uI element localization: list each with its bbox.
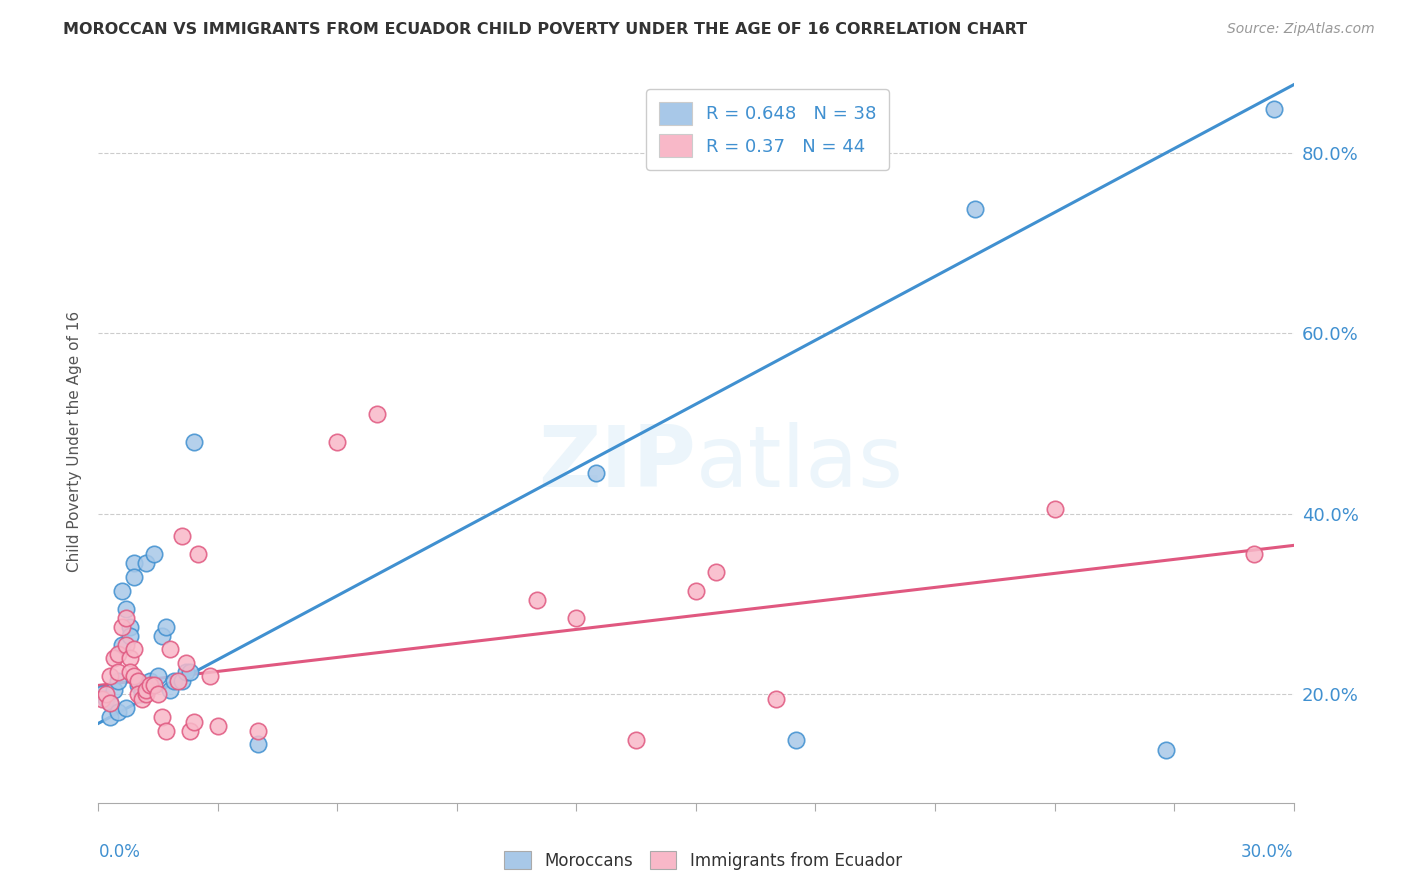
Point (120, 665, 142, 679)
Point (127, 673, 149, 688)
Point (585, 466, 607, 480)
Point (124, 669, 146, 683)
Point (1043, 502, 1066, 516)
Point (179, 723, 201, 738)
Point (198, 669, 221, 683)
Point (98, 669, 122, 683)
Point (103, 682, 125, 697)
Point (963, 202, 986, 216)
Point (115, 610, 138, 624)
Point (131, 687, 153, 701)
Point (174, 656, 197, 670)
Point (139, 673, 162, 688)
Point (124, 570, 146, 584)
Point (143, 548, 166, 562)
Point (103, 651, 125, 665)
Point (115, 601, 138, 615)
Point (115, 638, 138, 652)
Point (150, 710, 173, 724)
Point (124, 557, 146, 571)
Point (155, 620, 177, 634)
Point (96, 687, 118, 701)
Text: atlas: atlas (696, 422, 904, 505)
Point (111, 638, 134, 652)
Point (183, 714, 205, 729)
Point (626, 732, 648, 747)
Point (172, 529, 194, 543)
Point (565, 610, 588, 624)
Text: 0.0%: 0.0% (98, 843, 141, 861)
Point (96, 692, 118, 706)
Point (131, 682, 153, 697)
Point (135, 687, 157, 701)
Point (107, 706, 129, 720)
Point (765, 692, 787, 706)
Point (111, 620, 134, 634)
Point (148, 669, 170, 683)
Point (167, 673, 190, 688)
Point (159, 642, 181, 657)
Point (111, 583, 134, 598)
Point (98, 710, 122, 724)
Point (155, 723, 177, 738)
Point (127, 678, 149, 692)
Point (326, 434, 349, 449)
Y-axis label: Child Poverty Under the Age of 16: Child Poverty Under the Age of 16 (67, 311, 83, 572)
Point (135, 682, 157, 697)
Point (135, 557, 157, 571)
Point (135, 682, 157, 697)
Point (526, 592, 548, 607)
Point (163, 673, 186, 688)
Point (1243, 548, 1265, 562)
Point (246, 737, 269, 751)
Point (150, 629, 173, 643)
Point (131, 692, 153, 706)
Text: Source: ZipAtlas.com: Source: ZipAtlas.com (1227, 22, 1375, 37)
Point (187, 548, 209, 562)
Point (107, 665, 129, 679)
Point (124, 642, 146, 657)
Point (120, 629, 142, 643)
Point (107, 673, 129, 688)
Point (127, 687, 149, 701)
Point (246, 723, 269, 738)
Point (148, 687, 170, 701)
Point (91, 692, 114, 706)
Point (127, 673, 149, 688)
Point (704, 566, 727, 580)
Point (120, 651, 142, 665)
Point (183, 434, 205, 449)
Point (98, 697, 122, 711)
Point (143, 678, 166, 692)
Point (1263, 102, 1285, 116)
Text: MOROCCAN VS IMMIGRANTS FROM ECUADOR CHILD POVERTY UNDER THE AGE OF 16 CORRELATIO: MOROCCAN VS IMMIGRANTS FROM ECUADOR CHIL… (63, 22, 1028, 37)
Point (98, 697, 122, 711)
Point (159, 682, 181, 697)
Point (120, 620, 142, 634)
Point (115, 701, 138, 715)
Point (174, 665, 197, 679)
Point (172, 673, 194, 688)
Point (91, 687, 114, 701)
Legend: Moroccans, Immigrants from Ecuador: Moroccans, Immigrants from Ecuador (498, 845, 908, 877)
Point (179, 665, 201, 679)
Point (139, 678, 162, 692)
Point (785, 732, 807, 747)
Point (685, 583, 707, 598)
Point (107, 647, 129, 661)
Point (366, 408, 388, 422)
Text: ZIP: ZIP (538, 422, 696, 505)
Legend: R = 0.648   N = 38, R = 0.37   N = 44: R = 0.648 N = 38, R = 0.37 N = 44 (647, 89, 889, 170)
Point (1154, 743, 1177, 757)
Point (207, 719, 229, 733)
Text: 30.0%: 30.0% (1241, 843, 1294, 861)
